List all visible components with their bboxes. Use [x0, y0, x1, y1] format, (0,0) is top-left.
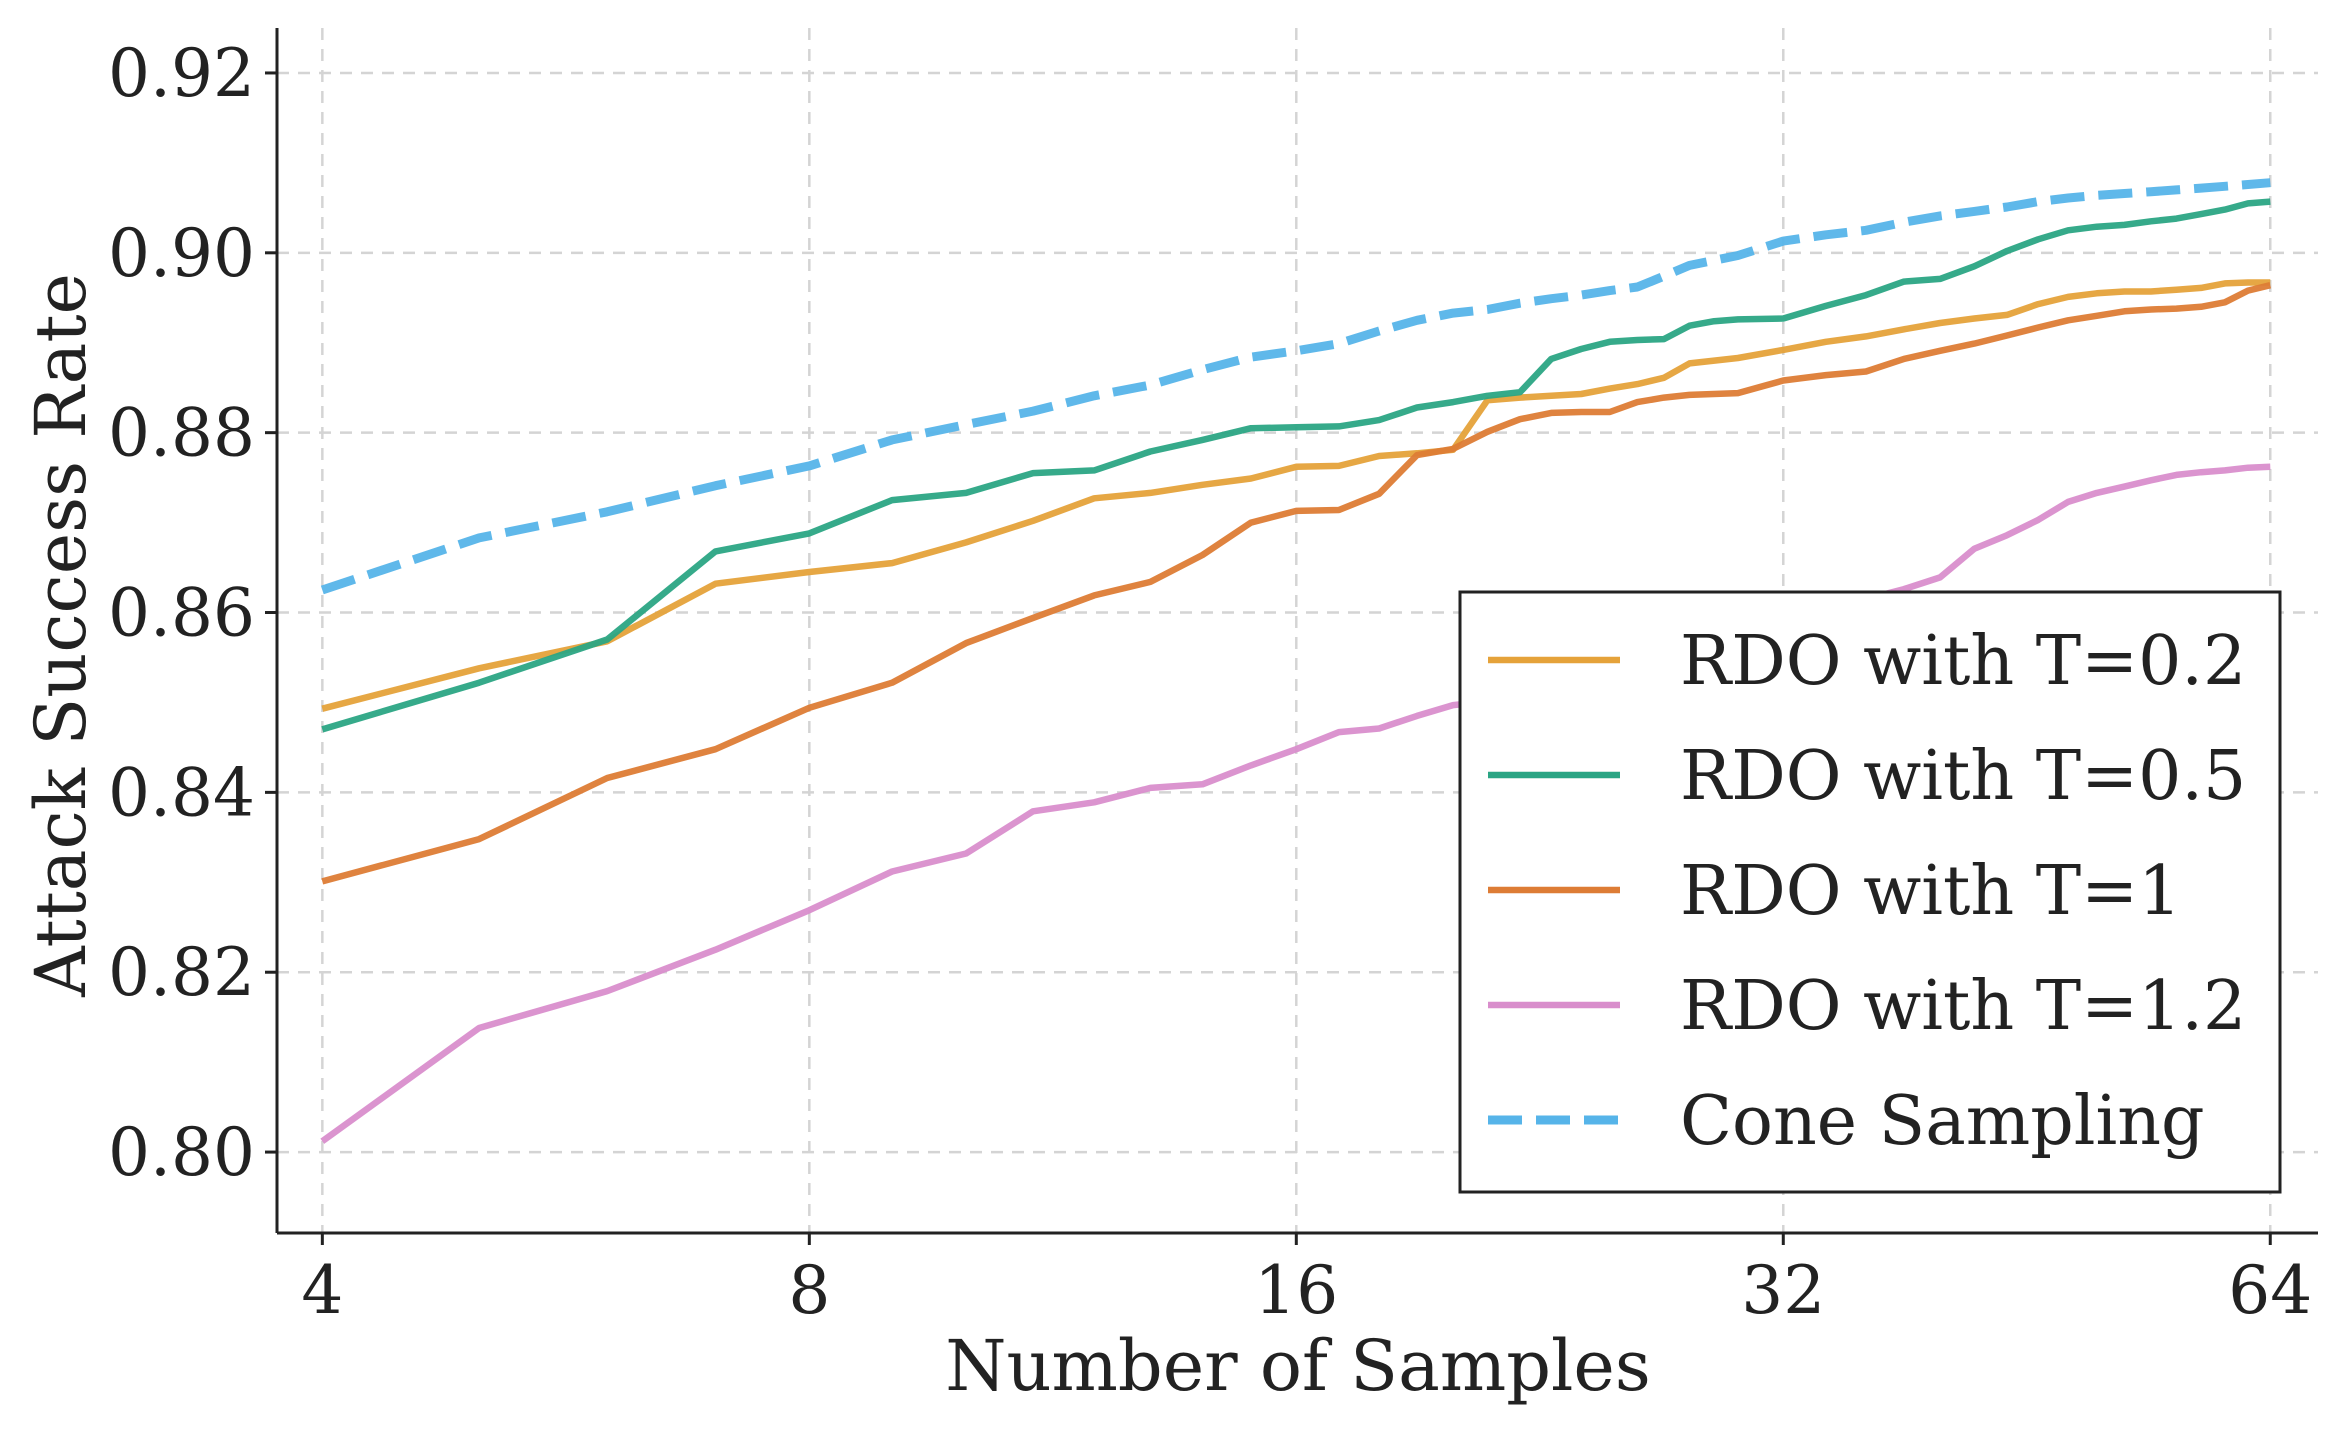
- y-tick-label: 0.84: [108, 754, 255, 831]
- series-line-2: [321, 198, 2271, 733]
- x-tick-label: 4: [301, 1252, 343, 1329]
- grid: [277, 28, 2318, 1233]
- legend: RDO with T=0.2 RDO with T=0.5 RDO with T=1…: [1458, 590, 2282, 1194]
- legend-label-3: RDO with T=1: [1680, 852, 2181, 931]
- y-tick-label: 0.90: [108, 215, 255, 292]
- x-tick-label: 8: [788, 1252, 830, 1329]
- legend-label-1: RDO with T=0.2: [1680, 622, 2246, 701]
- y-tick-label: 0.80: [108, 1114, 255, 1191]
- x-axis-label: Number of Samples: [945, 1325, 1651, 1407]
- legend-entries: RDO with T=0.2 RDO with T=0.5 RDO with T=1…: [1488, 622, 2246, 1161]
- series-line-1: [321, 279, 2271, 712]
- series-line-5: [320, 178, 2271, 595]
- legend-label-5: Cone Sampling: [1680, 1082, 2205, 1161]
- x-tick-label: 32: [1741, 1252, 1825, 1329]
- series-line-3: [321, 282, 2272, 885]
- legend-label-2: RDO with T=0.5: [1680, 737, 2246, 816]
- y-tick-label: 0.88: [108, 395, 255, 472]
- y-tick-label: 0.82: [108, 934, 255, 1011]
- y-tick-label: 0.92: [108, 35, 255, 112]
- x-tick-label: 16: [1254, 1252, 1338, 1329]
- x-tick-label: 64: [2228, 1252, 2312, 1329]
- y-axis-label: Attack Success Rate: [20, 273, 102, 998]
- legend-label-4: RDO with T=1.2: [1680, 967, 2246, 1046]
- y-axis-ticks: 0.80 0.82 0.84 0.86 0.88 0.90 0.92: [108, 35, 277, 1191]
- y-tick-label: 0.86: [108, 575, 255, 652]
- x-axis-ticks: 4 8 16 32 64: [301, 1233, 2312, 1329]
- series-lines: [320, 178, 2272, 1144]
